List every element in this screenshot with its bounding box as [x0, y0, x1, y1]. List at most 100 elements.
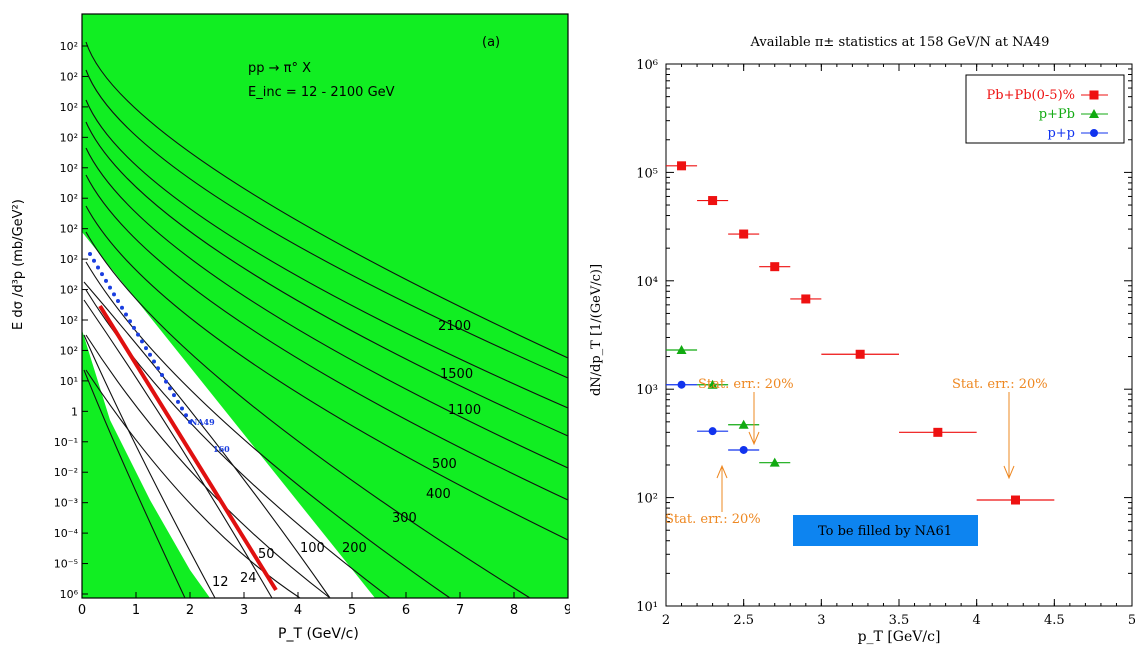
- data-point-circle: [677, 380, 686, 389]
- panel-tag: (a): [482, 35, 500, 50]
- data-point-triangle: [738, 419, 749, 429]
- na61-red-line: [98, 304, 278, 592]
- legend-label: p+Pb: [1039, 107, 1075, 122]
- legend-marker: [1089, 109, 1099, 118]
- annotation-arrowhead: [716, 464, 728, 479]
- curve-energy-label: 1100: [448, 403, 481, 418]
- na49-dot: [164, 379, 168, 384]
- x-tick-label: 4: [973, 613, 981, 628]
- y-tick-label: 10⁶: [636, 58, 658, 73]
- data-point-circle: [739, 445, 748, 454]
- na49-dot: [148, 352, 152, 357]
- left-x-tick-label: 5: [348, 603, 356, 618]
- data-point-square: [677, 161, 687, 171]
- plot-frame: [81, 13, 569, 599]
- data-point-triangle: [707, 379, 718, 389]
- na49-label: NA49: [190, 417, 215, 427]
- na49-dot: [180, 406, 184, 411]
- y-tick-label: 10⁵: [636, 166, 658, 181]
- x-tick-label: 3.5: [889, 613, 910, 628]
- curve-energy-label: 400: [426, 487, 451, 502]
- y-tick-label: 10³: [636, 383, 658, 398]
- na49-dot: [184, 413, 188, 418]
- spectrum-curve: [83, 369, 186, 599]
- left-y-tick-label: 10⁻¹: [54, 436, 78, 449]
- na49-dot: [132, 325, 136, 330]
- na49-dot: [176, 399, 180, 404]
- na49-dot: [104, 278, 108, 283]
- curve-energy-label: 500: [432, 457, 457, 472]
- curve-energy-label: 1500: [440, 367, 473, 382]
- left-x-tick-label: 7: [456, 603, 464, 618]
- left-y-tick-label: 10⁻⁵: [54, 558, 78, 571]
- annotations: Stat. err.: 20% Stat. err.: 20% Stat. err.…: [665, 377, 1048, 527]
- na49-dot: [128, 319, 132, 324]
- left-y-axis-ticks: 10² 10² 10² 10² 10² 10² 10² 10² 10² 10² 10² 10¹ 1 10⁻…: [54, 40, 88, 601]
- data-point-circle: [708, 427, 717, 436]
- left-y-tick-label: 10²: [60, 131, 78, 144]
- annotation-arrowhead: [1003, 465, 1015, 480]
- left-y-tick-label: 10⁶: [60, 588, 79, 601]
- curve-energy-label: 100: [300, 541, 325, 556]
- x-tick-label: 5: [1128, 613, 1135, 628]
- x-tick-label: 2: [662, 613, 670, 628]
- na49-dot: [108, 285, 112, 290]
- curve-energy-label: 200: [342, 541, 367, 556]
- na49-dot: [124, 312, 128, 317]
- na49-dot: [96, 265, 100, 270]
- historical-spectra-svg: (a) pp → π° X E_inc = 12 - 2100 GeV NA49…: [0, 0, 572, 652]
- left-y-tick-label: 1: [71, 405, 78, 418]
- spectrum-curve: [85, 99, 569, 409]
- left-y-tick-label: 10²: [60, 40, 78, 53]
- spectrum-curve: [85, 261, 451, 599]
- x-tick-label: 4.5: [1044, 613, 1065, 628]
- y-tick-label: 10²: [636, 492, 658, 507]
- na49-dot: [136, 332, 140, 337]
- left-x-tick-label: 8: [510, 603, 518, 618]
- left-y-axis-label: E dσ /d³p (mb/GeV²): [11, 199, 26, 330]
- left-y-tick-label: 10²: [60, 192, 78, 205]
- y-tick-label: 10¹: [636, 600, 658, 615]
- data-point-square: [1011, 495, 1020, 505]
- fill-box-text: To be filled by NA61: [818, 524, 952, 539]
- na49-dot: [156, 366, 160, 371]
- stat-error-annotation: Stat. err.: 20%: [952, 377, 1048, 392]
- left-x-tick-label: 4: [294, 603, 302, 618]
- chart-title: Available π± statistics at 158 GeV/N at …: [750, 35, 1050, 50]
- left-y-tick-label: 10²: [60, 253, 78, 266]
- na49-energy-label: 160: [213, 444, 230, 454]
- legend-marker: [1090, 129, 1098, 137]
- left-y-tick-label: 10¹: [60, 375, 78, 388]
- left-y-tick-label: 10²: [60, 344, 78, 357]
- spectrum-curve: [85, 334, 331, 599]
- x-tick-label: 2.5: [733, 613, 754, 628]
- left-x-tick-label: 2: [186, 603, 194, 618]
- curve-energy-label: 2100: [438, 319, 471, 334]
- na49-dot: [112, 292, 116, 297]
- reaction-label: pp → π° X: [248, 61, 311, 76]
- statistics-chart-svg: Available π± statistics at 158 GeV/N at …: [589, 35, 1135, 645]
- data-point-triangle: [769, 457, 780, 467]
- left-x-axis-ticks: 0 1 2 3 4 5 6 7 8 9: [78, 592, 572, 618]
- x-axis-label: p_T [GeV/c]: [858, 629, 941, 645]
- annotation-arrowhead: [748, 431, 760, 446]
- legend: Pb+Pb(0-5)% p+Pb p+p: [965, 74, 1125, 144]
- spectrum-curve: [85, 205, 569, 541]
- historical-pt-spectra-panel: (a) pp → π° X E_inc = 12 - 2100 GeV NA49…: [0, 0, 572, 652]
- left-x-tick-label: 9: [564, 603, 570, 618]
- na49-statistics-panel: Available π± statistics at 158 GeV/N at …: [570, 0, 1135, 652]
- spectrum-curve: [85, 231, 531, 599]
- spectrum-curve: [83, 281, 331, 599]
- green-fill-region: [82, 14, 568, 598]
- left-y-tick-label: 10²: [60, 70, 78, 83]
- na49-dot: [168, 386, 172, 391]
- spectrum-curve: [85, 69, 569, 379]
- spectrum-curve: [85, 121, 569, 437]
- axis-ticks: 2 2.5 3 3.5 4 4.5 5 10¹ 10² 10³ 10⁴ 10⁵ 10⁶: [636, 58, 1135, 628]
- y-tick-label: 10⁴: [636, 275, 658, 290]
- stat-error-annotation: Stat. err.: 20%: [665, 512, 761, 527]
- legend-marker: [1089, 90, 1099, 100]
- na49-blue-dotted-curve: [88, 252, 192, 424]
- left-y-tick-label: 10⁻³: [54, 497, 78, 510]
